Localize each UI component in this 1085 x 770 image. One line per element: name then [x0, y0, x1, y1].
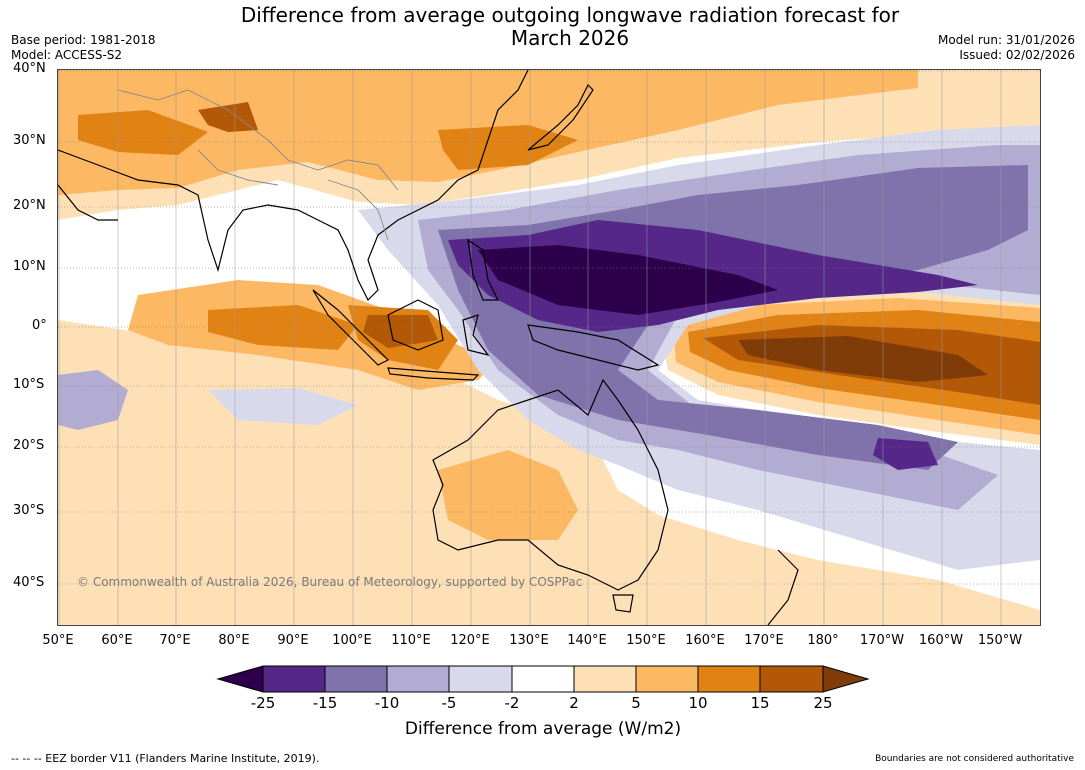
lon-label-110e: 110°E [391, 633, 431, 648]
model-info: Base period: 1981-2018 Model: ACCESS-S2 [11, 33, 156, 63]
coastline-sulawesi [462, 314, 490, 356]
coastline-new-guinea [527, 324, 660, 371]
anomaly-region-south-indian [58, 370, 128, 430]
coastline-asia [58, 70, 529, 302]
lon-label-160w: 160°W [918, 633, 964, 648]
anomaly-region-north-dark-2 [438, 125, 578, 170]
lon-label-180: 180° [807, 633, 839, 648]
colorbar-segment [635, 665, 699, 693]
lon-label-140e: 140°E [567, 633, 607, 648]
colorbar-segment [448, 665, 513, 693]
map-canvas [58, 70, 1040, 625]
anomaly-region-tibet [198, 102, 258, 132]
coastlines [58, 70, 799, 625]
anomaly-region-pacific-extreme [738, 336, 988, 382]
colorbar-tick: 5 [631, 694, 641, 712]
coastline-new-zealand [767, 549, 799, 625]
coastline-sumatra [312, 289, 390, 366]
lat-label-0: 0° [32, 318, 47, 333]
model-name: Model: ACCESS-S2 [11, 48, 123, 62]
anomaly-region-indian-ocean-dark [208, 305, 358, 350]
anomaly-region-neg-core [478, 245, 778, 315]
colorbar-tick: -25 [250, 694, 276, 712]
boundary-disclaimer: Boundaries are not considered authoritat… [875, 754, 1074, 764]
negative-anomaly-regions [58, 125, 1040, 570]
anomaly-region-spcz [873, 438, 938, 470]
colorbar-segment [324, 665, 388, 693]
colorbar-tick: -15 [312, 694, 338, 712]
coastline-borneo [387, 299, 444, 351]
colorbar [216, 665, 870, 693]
coastline-japan [527, 83, 594, 151]
colorbar-segment [262, 665, 326, 693]
title-line-2: March 2026 [510, 26, 630, 50]
lon-label-150e: 150°E [626, 633, 666, 648]
lon-label-120e: 120°E [450, 633, 490, 648]
lon-label-50e: 50°E [42, 633, 74, 648]
colorbar-tick: 2 [569, 694, 579, 712]
coastline-java [387, 367, 480, 381]
lon-label-90e: 90°E [277, 633, 309, 648]
colorbar-tick: 25 [813, 694, 833, 712]
anomaly-region-australia [438, 450, 578, 540]
lon-label-80e: 80°E [218, 633, 250, 648]
lat-label-40s: 40°S [13, 575, 45, 590]
lon-label-60e: 60°E [101, 633, 133, 648]
lat-label-20s: 20°S [13, 438, 45, 453]
coastline-philippines [467, 238, 499, 301]
eez-legend: -- -- -- EEZ border V11 (Flanders Marine… [11, 752, 320, 765]
title-line-1: Difference from average outgoing longwav… [240, 3, 900, 27]
colorbar-tick: -2 [504, 694, 520, 712]
coastline-australia [432, 378, 669, 591]
map-title: Difference from average outgoing longwav… [170, 4, 970, 50]
lat-label-10n: 10°N [13, 259, 46, 274]
colorbar-label: Difference from average (W/m2) [404, 719, 682, 739]
colorbar-tick: 15 [750, 694, 770, 712]
colorbar-segment [573, 665, 637, 693]
colorbar-segment [697, 665, 761, 693]
lon-label-70e: 70°E [159, 633, 191, 648]
anomaly-region-north-dark [78, 110, 208, 155]
lat-label-30n: 30°N [13, 133, 46, 148]
coastline-india-west [58, 184, 118, 221]
colorbar-segment [511, 665, 575, 693]
colorbar-segment [386, 665, 450, 693]
lat-label-30s: 30°S [13, 503, 45, 518]
anomaly-region-borneo [363, 315, 438, 348]
lat-label-40n: 40°N [13, 61, 46, 76]
model-run: Model run: 31/01/2026 [937, 33, 1075, 47]
lon-label-130e: 130°E [509, 633, 549, 648]
colorbar-extend-high [822, 665, 870, 693]
lon-label-160e: 160°E [685, 633, 725, 648]
anomaly-map [57, 69, 1041, 626]
lon-label-100e: 100°E [332, 633, 372, 648]
lon-label-170e: 170°E [744, 633, 784, 648]
lat-label-20n: 20°N [13, 198, 46, 213]
lon-label-170w: 170°W [859, 633, 905, 648]
colorbar-segment [759, 665, 824, 693]
coastline-tasmania [612, 594, 634, 613]
colorbar-tick: -5 [441, 694, 457, 712]
run-info: Model run: 31/01/2026 Issued: 02/02/2026 [938, 33, 1075, 63]
copyright-notice: © Commonwealth of Australia 2026, Bureau… [77, 575, 583, 589]
lon-label-150w: 150°W [977, 633, 1023, 648]
issued-date: Issued: 02/02/2026 [959, 48, 1075, 62]
lat-label-10s: 10°S [13, 377, 45, 392]
country-borders [117, 89, 399, 241]
colorbar-tick: -10 [374, 694, 400, 712]
meridians [58, 70, 1002, 625]
positive-anomaly-regions [58, 70, 1040, 625]
base-period: Base period: 1981-2018 [11, 33, 156, 47]
colorbar-extend-low [216, 665, 264, 693]
colorbar-tick: 10 [688, 694, 708, 712]
anomaly-region-south-indian-2 [208, 388, 358, 425]
